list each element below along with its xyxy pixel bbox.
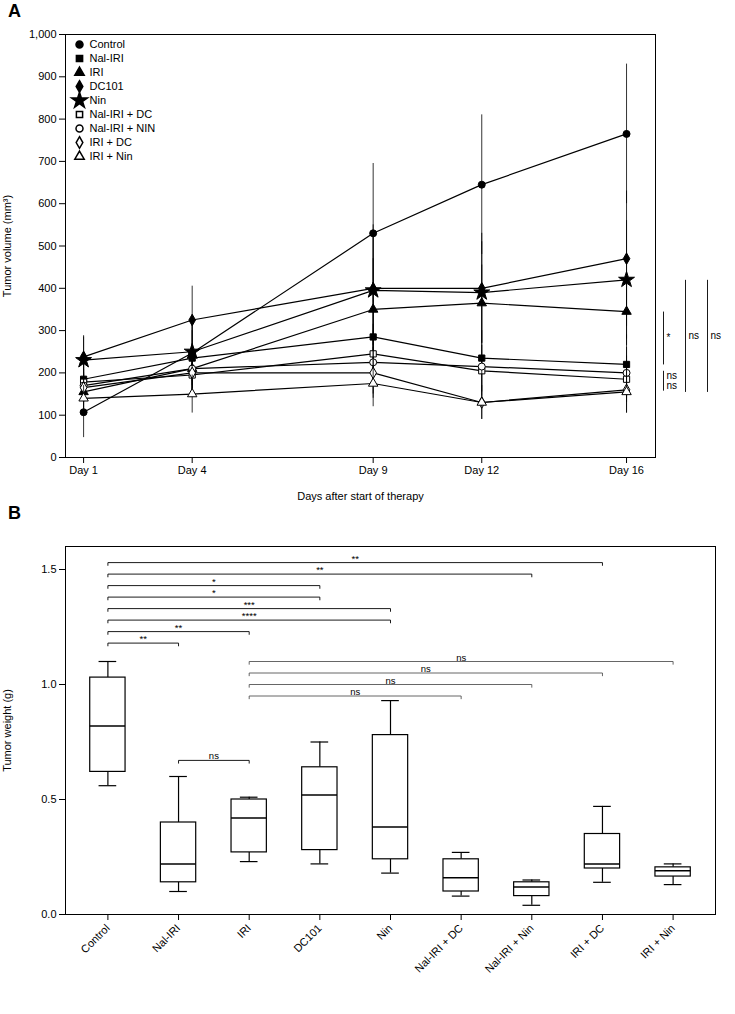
svg-text:**: ** [175, 622, 183, 633]
svg-text:ns: ns [209, 750, 219, 761]
svg-text:***: *** [244, 599, 255, 610]
svg-text:ns: ns [667, 380, 678, 391]
svg-text:Nal-IRI: Nal-IRI [150, 922, 183, 955]
svg-text:Day 9: Day 9 [359, 464, 388, 476]
svg-text:300: 300 [38, 324, 56, 336]
svg-text:DC101: DC101 [90, 80, 124, 92]
html-text:A: A [8, 1, 21, 21]
svg-text:IRI: IRI [90, 66, 104, 78]
svg-text:Day 12: Day 12 [464, 464, 499, 476]
svg-text:1.5: 1.5 [41, 563, 56, 575]
svg-text:0.5: 0.5 [41, 793, 56, 805]
svg-text:Day 4: Day 4 [178, 464, 207, 476]
svg-text:IRI + Nin: IRI + Nin [638, 922, 677, 961]
svg-text:Control: Control [78, 922, 112, 956]
svg-text:Control: Control [90, 38, 125, 50]
svg-text:0.0: 0.0 [41, 908, 56, 920]
svg-text:IRI: IRI [235, 922, 253, 940]
svg-text:*: * [212, 576, 216, 587]
svg-text:Nal-IRI + Nin: Nal-IRI + Nin [482, 922, 535, 975]
svg-text:0: 0 [50, 451, 56, 463]
svg-text:Tumor weight (g): Tumor weight (g) [1, 689, 13, 772]
svg-text:**: ** [140, 633, 148, 644]
svg-text:500: 500 [38, 240, 56, 252]
svg-text:IRI + DC: IRI + DC [90, 136, 133, 148]
svg-text:Nin: Nin [90, 94, 107, 106]
svg-text:DC101: DC101 [291, 922, 324, 955]
svg-text:**: ** [351, 553, 359, 564]
svg-text:****: **** [242, 610, 257, 621]
svg-text:IRI + Nin: IRI + Nin [90, 150, 133, 162]
svg-text:700: 700 [38, 155, 56, 167]
svg-text:ns: ns [666, 370, 678, 382]
svg-text:Day 16: Day 16 [609, 464, 644, 476]
svg-text:Nal-IRI: Nal-IRI [90, 52, 124, 64]
svg-text:800: 800 [38, 113, 56, 125]
svg-text:100: 100 [38, 409, 56, 421]
svg-text:Day 1: Day 1 [69, 464, 98, 476]
svg-text:1.0: 1.0 [41, 678, 56, 690]
svg-text:Nal-IRI + DC: Nal-IRI + DC [90, 108, 153, 120]
svg-text:ns: ns [385, 675, 395, 686]
svg-text:*: * [212, 587, 216, 598]
svg-text:Nal-IRI + NIN: Nal-IRI + NIN [90, 122, 156, 134]
svg-text:Nin: Nin [374, 922, 394, 942]
svg-text:1,000: 1,000 [29, 28, 57, 40]
svg-text:ns: ns [711, 330, 722, 341]
svg-text:600: 600 [38, 197, 56, 209]
svg-text:Nal-IRI + DC: Nal-IRI + DC [412, 922, 465, 975]
svg-text:ns: ns [421, 663, 431, 674]
svg-text:ns: ns [456, 652, 466, 663]
svg-text:Days after start of therapy: Days after start of therapy [297, 490, 424, 502]
svg-text:Tumor volume (mm³): Tumor volume (mm³) [1, 195, 13, 297]
svg-text:IRI + DC: IRI + DC [568, 922, 607, 961]
svg-text:ns: ns [689, 330, 700, 341]
svg-text:**: ** [316, 564, 324, 575]
svg-text:200: 200 [38, 366, 56, 378]
svg-text:900: 900 [38, 70, 56, 82]
html-text:B: B [8, 503, 21, 523]
svg-text:ns: ns [350, 686, 360, 697]
svg-text:*: * [667, 332, 671, 343]
svg-text:400: 400 [38, 282, 56, 294]
